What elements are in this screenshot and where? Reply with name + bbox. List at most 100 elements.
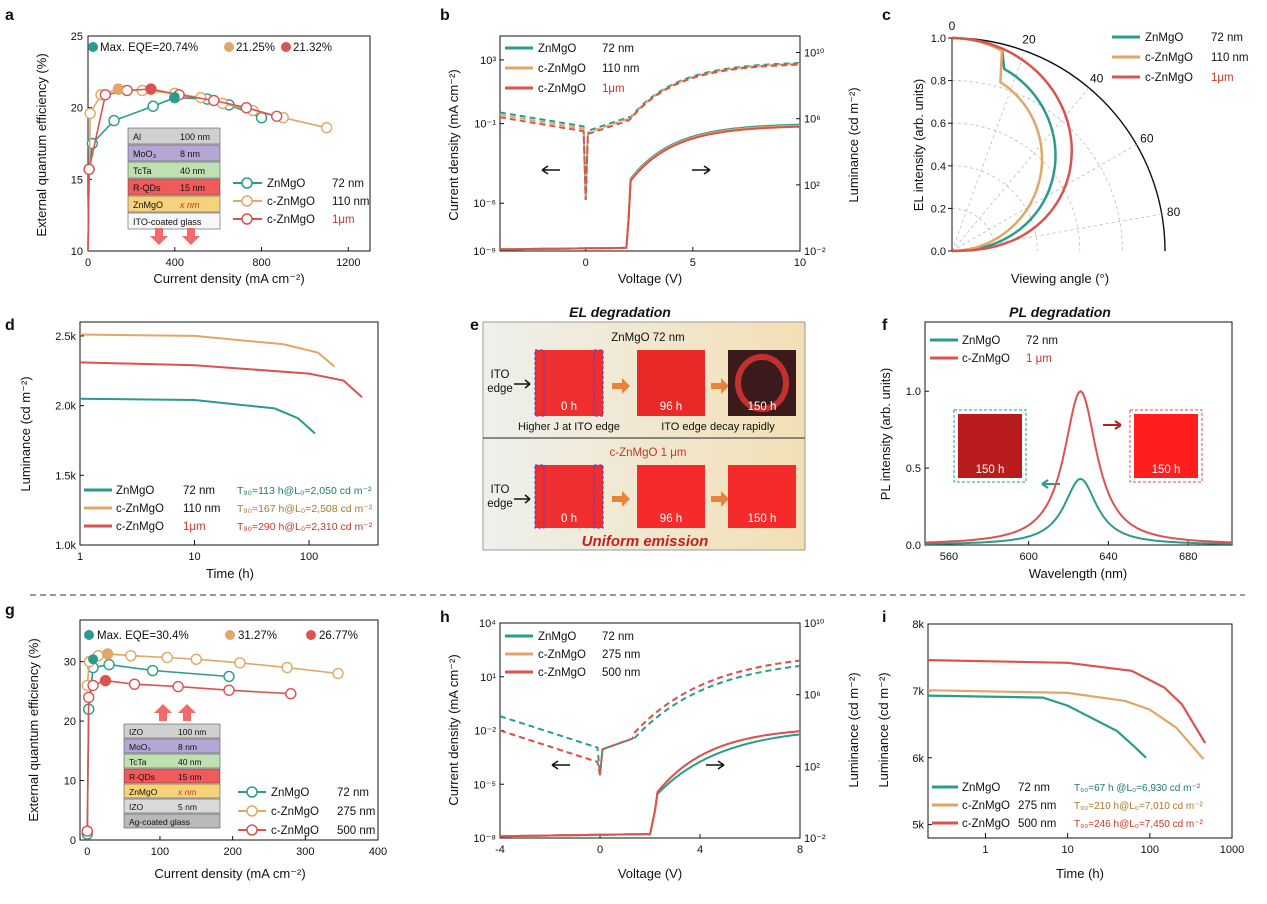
- y-axis-label-b: Current density (mA cm⁻²): [446, 69, 461, 220]
- polar-ring: [951, 165, 1038, 252]
- panel-label-h: h: [440, 609, 450, 626]
- y-tick-label-i: 8k: [912, 619, 924, 631]
- right-arrow-icon: [514, 379, 531, 389]
- angular-profile-c: [951, 36, 1057, 253]
- angle-tick-label-c: 20: [1022, 33, 1036, 47]
- r-tick-label-c: 1.0: [931, 33, 946, 45]
- x-tick-label-h: 8: [797, 844, 803, 856]
- max-eqe-legend-g: Max. EQE=30.4% 31.27% 26.77%: [84, 630, 358, 642]
- x-axis-label-i: Time (h): [1056, 866, 1104, 881]
- device-stack-g: IZO 100 nm MoO₃ 8 nm TcTa 40 nm R-QDs 15 nm ZnMg…: [123, 723, 221, 829]
- legend-th-a1: 72 nm: [332, 178, 364, 190]
- x-tick-label-b: 10: [794, 257, 806, 269]
- el-image-ring: [735, 354, 789, 412]
- data-point-a: [84, 107, 96, 120]
- data-point-g: [332, 667, 344, 680]
- stack-layer-a: [127, 178, 221, 196]
- chart-c: EL intensity (arb. units) Viewing angle …: [911, 19, 1249, 286]
- legend-th-g2: 275 nm: [337, 806, 375, 818]
- legend-th-c3: 1μm: [1211, 72, 1234, 84]
- stack-layer-thickness-a: 8 nm: [180, 149, 200, 159]
- stack-layer-g: [123, 723, 221, 739]
- legend-th-i3: 500 nm: [1018, 818, 1056, 830]
- stack-layer-a: [127, 161, 221, 179]
- y-axis-label-i: Luminance (cd m⁻²): [876, 672, 891, 787]
- legend-th-d1: 72 nm: [183, 485, 215, 497]
- ito-edge-label-bottom-1: ITO: [491, 484, 510, 496]
- y-tick-label-i: 6k: [912, 753, 924, 765]
- el-image-top-0h: [535, 350, 603, 416]
- legend-text-g2: c-ZnMgO: [271, 806, 319, 818]
- x-axis-label-f: Wavelength (nm): [1029, 566, 1128, 581]
- data-point-g: [285, 688, 297, 700]
- y-tick-label-g: 10: [64, 776, 76, 788]
- legend-text-d2: c-ZnMgO: [116, 503, 164, 515]
- pl-degradation-title: PL degradation: [1009, 304, 1111, 320]
- series-line-g: [86, 653, 339, 686]
- max-eqe-text-a2: 21.25%: [236, 42, 275, 54]
- stability-curve-d: [79, 397, 316, 435]
- legend-text-h2: c-ZnMgO: [538, 649, 586, 661]
- data-point-g: [281, 661, 293, 674]
- legend-text-b3: c-ZnMgO: [538, 83, 586, 95]
- top-device-title: ZnMgO 72 nm: [611, 332, 685, 344]
- el-degradation-title: EL degradation: [569, 304, 671, 320]
- x-tick-label-h: 4: [697, 844, 703, 856]
- x-tick-label-f: 680: [1179, 551, 1197, 563]
- y-tick-label-a: 10: [71, 246, 83, 258]
- legend-th-i2: 275 nm: [1018, 800, 1056, 812]
- angle-tick-label-c: 60: [1140, 132, 1154, 146]
- luminance-curve-h: [500, 730, 801, 838]
- x-tick-label-g: 200: [223, 846, 241, 858]
- r-tick-label-c: 0.8: [931, 76, 946, 88]
- legend-text-d3: c-ZnMgO: [116, 521, 164, 533]
- legend-th-b3: 1μm: [602, 83, 625, 95]
- note-ito-decay: ITO edge decay rapidly: [661, 421, 775, 433]
- x-tick-label-g: 300: [296, 846, 314, 858]
- y-tick-label-d: 2.0k: [55, 401, 76, 413]
- x-tick-label-g: 100: [151, 846, 169, 858]
- x-tick-label-d: 10: [188, 551, 200, 563]
- device-stack-a: Al 100 nm MoO₃ 8 nm TcTa 40 nm R-QDs 15 nm ZnMgO…: [127, 127, 221, 230]
- max-marker-tan: [225, 630, 235, 640]
- pl-spectrum-f: [925, 477, 1233, 545]
- time-label-bottom-96: 96 h: [660, 513, 682, 525]
- legend-marker-a2: [241, 195, 253, 207]
- y-tick-label-g: 0: [70, 835, 76, 847]
- inset-label-c: 150 h: [1152, 464, 1181, 476]
- stack-layer-label-g: MoO₃: [129, 742, 151, 752]
- el-image-bottom-0h: [535, 465, 603, 528]
- x-tick-label-i: 1: [982, 844, 988, 856]
- legend-text-c1: ZnMgO: [1145, 32, 1183, 44]
- el-image-top-96h: [637, 350, 705, 416]
- legend-text-i1: ZnMgO: [962, 782, 1000, 794]
- panel-label-a: a: [5, 7, 14, 24]
- x-tick-label-g: 400: [369, 846, 387, 858]
- data-point-a: [121, 84, 133, 97]
- left-arrow-icon: [551, 760, 570, 770]
- x-tick-label-i: 1000: [1220, 844, 1244, 856]
- stack-layer-thickness-g: x nm: [177, 787, 196, 797]
- stack-layer-thickness-g: 5 nm: [178, 802, 197, 812]
- stability-curve-d: [79, 333, 336, 368]
- x-tick-label-b: 5: [690, 257, 696, 269]
- stack-layer-g: [123, 813, 221, 829]
- stack-layer-a: [127, 127, 221, 145]
- chart-h: Current density (mA cm⁻²) Luminance (cd …: [446, 618, 861, 881]
- t90-text-i3: T₉₀=246 h@L₀=7,450 cd m⁻²: [1074, 819, 1204, 830]
- stack-layer-label-a: ITO-coated glass: [133, 217, 202, 227]
- time-label-top-150: 150 h: [748, 401, 777, 413]
- time-label-top-96: 96 h: [660, 401, 682, 413]
- stack-layer-g: [123, 753, 221, 769]
- current-density-curve-h: [499, 659, 801, 776]
- angular-profile-c: [951, 36, 1044, 253]
- y2-axis-label-b: Luminance (cd m⁻²): [846, 87, 861, 202]
- stability-curve-i: [927, 689, 1205, 760]
- legend-th-g3: 500 nm: [337, 825, 375, 837]
- chart-i: Luminance (cd m⁻²) Time (h) ZnMgO 72 nm …: [876, 619, 1244, 881]
- polar-spoke: [951, 87, 1090, 252]
- y-tick-label-h: 10¹: [480, 672, 496, 684]
- legend-text-b1: ZnMgO: [538, 43, 576, 55]
- el-image-bottom-150h: [728, 465, 796, 528]
